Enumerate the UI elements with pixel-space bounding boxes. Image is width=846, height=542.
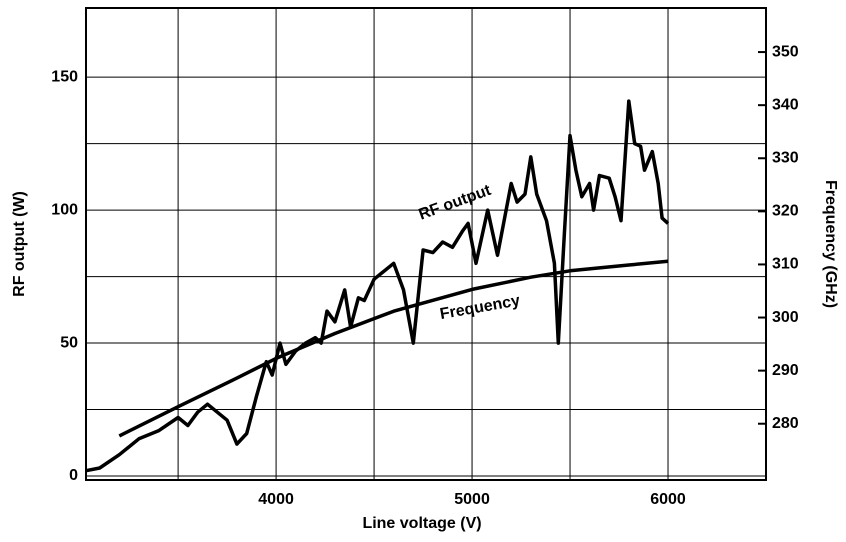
x-axis-title: Line voltage (V) [362, 515, 481, 532]
y2-tick-label: 340 [772, 96, 799, 113]
y2-tick-label: 280 [772, 415, 799, 432]
line [118, 259, 669, 438]
y-tick-label: 50 [60, 334, 78, 351]
y2-tick-label: 350 [772, 43, 799, 60]
x-tick-label: 5000 [454, 491, 490, 508]
y2-tick-label: 330 [772, 149, 799, 166]
y-tick-label: 0 [69, 467, 78, 484]
y2-tick-label: 320 [772, 203, 799, 220]
y2-tick-label: 300 [772, 309, 799, 326]
x-tick-label: 4000 [258, 491, 294, 508]
annotation: RF output [417, 182, 494, 224]
y2-tick-label: 310 [772, 256, 799, 273]
y2-axis-title: Frequency (GHz) [822, 180, 839, 308]
plot-frame [85, 7, 767, 481]
y-axis-title: RF output (W) [11, 191, 28, 297]
x-tick-label: 6000 [650, 491, 686, 508]
y-tick-label: 150 [51, 68, 78, 85]
line [85, 99, 670, 473]
y2-tick-label: 290 [772, 362, 799, 379]
y-tick-label: 100 [51, 201, 78, 218]
